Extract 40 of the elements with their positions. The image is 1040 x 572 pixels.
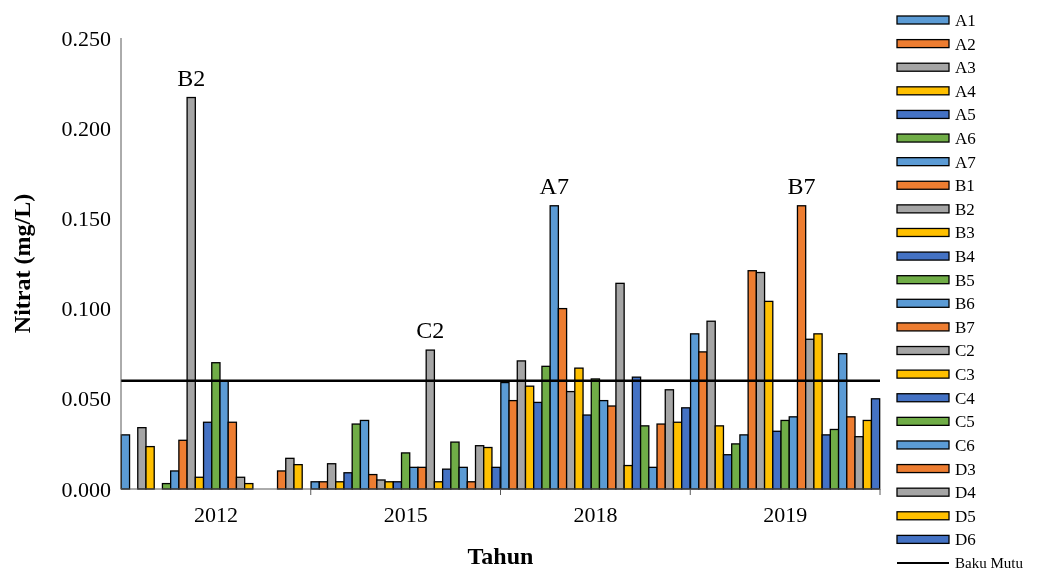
legend-label: C5 [955, 412, 975, 432]
legend-label: B2 [955, 199, 975, 219]
x-axis-title: Tahun [467, 543, 534, 569]
annotation: A7 [539, 172, 569, 199]
x-tick-label: 2019 [763, 502, 808, 527]
legend-label: D5 [955, 506, 976, 526]
y-tick-label: 0.100 [61, 296, 111, 322]
legend-label: B4 [955, 247, 976, 267]
x-tick-label: 2012 [193, 502, 238, 527]
legend-label: C3 [955, 365, 975, 385]
legend-label: A6 [955, 128, 976, 148]
legend-label: B3 [955, 223, 975, 243]
legend-label: A2 [955, 34, 976, 54]
legend-label: B6 [955, 294, 975, 314]
legend-label: D4 [955, 483, 977, 503]
y-tick-label: 0.050 [61, 386, 111, 412]
legend-label: A3 [955, 58, 976, 78]
legend-label: A1 [955, 10, 976, 30]
y-axis-title: Nitrat (mg/L) [9, 193, 35, 334]
x-tick-label: 2015 [383, 502, 428, 527]
legend-label: A5 [955, 105, 976, 125]
y-tick-label: 0.000 [61, 476, 111, 502]
legend-label: D3 [955, 459, 976, 479]
x-tick-label: 2018 [573, 502, 618, 527]
legend-label: Baku Mutu [955, 555, 1024, 572]
legend-label: C2 [955, 341, 975, 361]
y-tick-label: 0.150 [61, 205, 111, 231]
legend-label: A7 [955, 152, 977, 172]
y-tick-label: 0.200 [61, 115, 111, 141]
legend-label: C6 [955, 435, 975, 455]
y-tick-label: 0.250 [61, 25, 111, 51]
legend-label: C4 [955, 388, 976, 408]
annotation: B7 [787, 172, 816, 199]
legend-label: B5 [955, 270, 975, 290]
legend-label: D6 [955, 530, 976, 550]
legend-label: A4 [955, 81, 977, 101]
legend-label: B1 [955, 176, 975, 196]
legend-label: B7 [955, 317, 976, 337]
annotation: B2 [177, 64, 206, 91]
annotation: C2 [416, 317, 445, 344]
